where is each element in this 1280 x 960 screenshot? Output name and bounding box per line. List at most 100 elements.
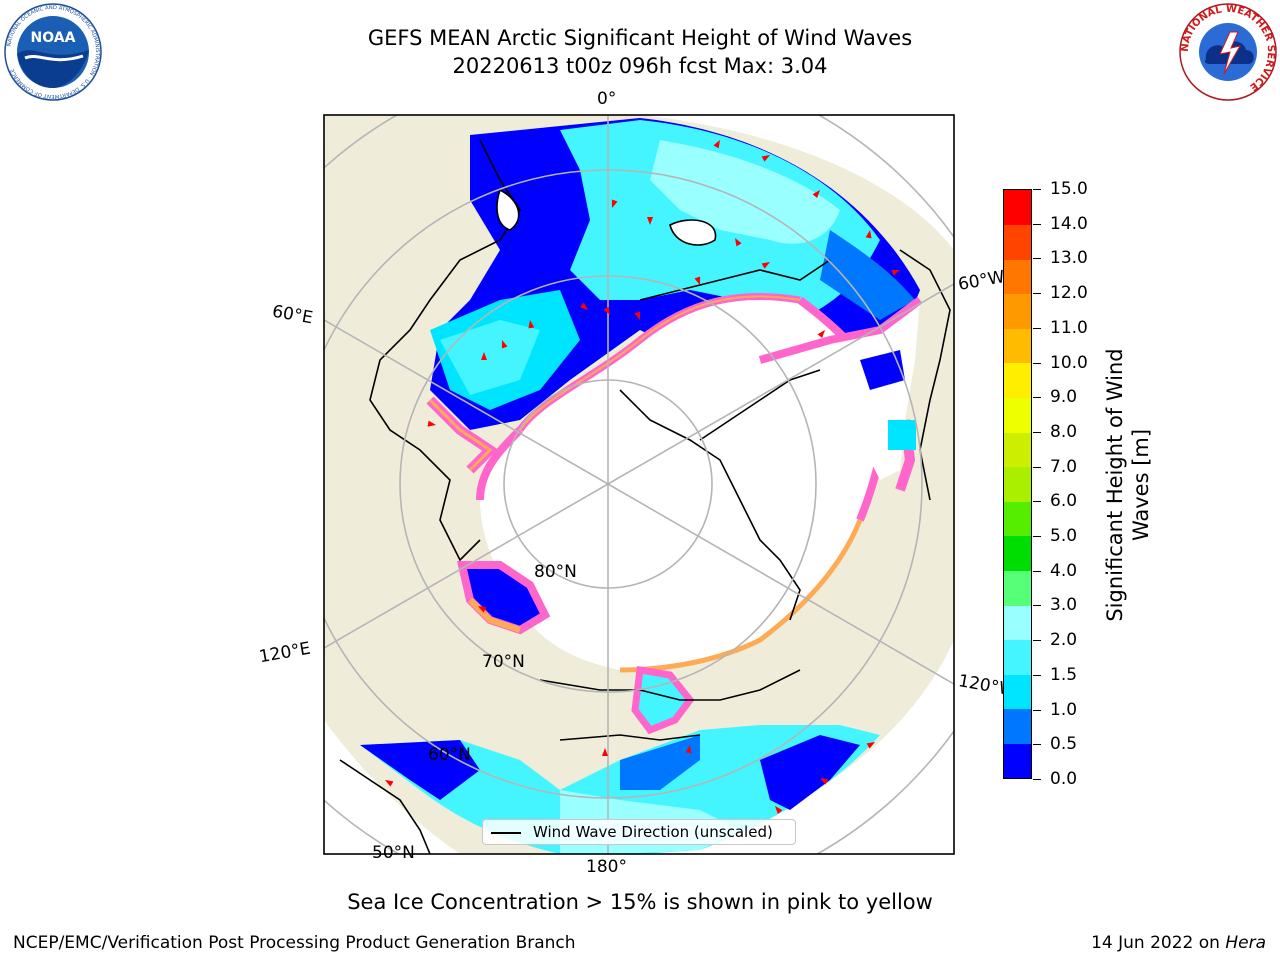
outside-domain [640, 640, 954, 854]
colorbar-tick [1033, 362, 1041, 364]
nws-logo: NATIONAL WEATHER SERVICE [1179, 3, 1277, 101]
colorbar-tick-label: 10.0 [1050, 352, 1088, 373]
outside-domain [324, 720, 460, 854]
graticule [324, 115, 954, 854]
wave-arrow [817, 330, 825, 339]
wave-arrow [602, 748, 608, 756]
colorbar-segment [1004, 362, 1031, 399]
colorbar-tick-label: 7.0 [1050, 456, 1078, 477]
svg-text:NOAA: NOAA [31, 30, 76, 46]
wave-arrow [761, 262, 770, 269]
colorbar-tick [1033, 501, 1041, 503]
colorbar-tick [1033, 431, 1041, 433]
colorbar-tick [1033, 744, 1041, 746]
colorbar-tick [1033, 327, 1041, 329]
colorbar-tick [1033, 466, 1041, 468]
colorbar-tick [1033, 779, 1041, 780]
colorbar-tick-label: 1.0 [1050, 699, 1078, 720]
colorbar-tick [1033, 674, 1041, 676]
wave-arrow [685, 745, 692, 754]
lat-label-70n: 70°N [482, 652, 525, 672]
wave-arrow [761, 155, 770, 162]
wave-arrow [647, 217, 653, 225]
colorbar-tick-label: 5.0 [1050, 526, 1078, 547]
colorbar-tick [1033, 640, 1041, 642]
colorbar [1003, 189, 1032, 779]
colorbar-tick-label: 3.0 [1050, 595, 1078, 616]
footer-credit: NCEP/EMC/Verification Post Processing Pr… [13, 933, 576, 953]
wave-arrow [694, 276, 701, 285]
wave-arrow [427, 420, 436, 427]
map-legend: Wind Wave Direction (unscaled) [482, 819, 796, 845]
footer-date-text: 14 Jun 2022 on [1091, 933, 1226, 953]
ice-note: Sea Ice Concentration > 15% is shown in … [347, 890, 933, 914]
colorbar-segment [1004, 190, 1031, 226]
wave-arrow [735, 238, 742, 247]
colorbar-segment [1004, 639, 1031, 675]
colorbar-tick-label: 14.0 [1050, 213, 1088, 234]
colorbar-segment [1004, 397, 1031, 433]
colorbar-tick-label: 1.5 [1050, 664, 1078, 685]
wave-arrow [611, 199, 618, 208]
colorbar-tick [1033, 258, 1041, 260]
wave-arrow [501, 340, 508, 349]
wave-arrow [528, 320, 535, 329]
colorbar-segment [1004, 674, 1031, 710]
noaa-logo: NOAA NATIONAL OCEANIC AND ATMOSPHERIC AD… [4, 3, 102, 101]
outside-domain [640, 115, 954, 250]
colorbar-tick [1033, 709, 1041, 711]
colorbar-tick [1033, 605, 1041, 607]
wave-arrow [775, 806, 783, 815]
colorbar-segment [1004, 293, 1031, 329]
colorbar-segment [1004, 708, 1031, 744]
lat-label-80n: 80°N [534, 562, 577, 582]
colorbar-segment [1004, 224, 1031, 260]
colorbar-segment [1004, 743, 1031, 779]
wave-arrow [385, 780, 394, 787]
lon-label-180: 180° [586, 857, 627, 877]
colorbar-label: Significant Height of Wind Waves [m] [1103, 348, 1153, 622]
chart-subtitle: 20220613 t00z 096h fcst Max: 3.04 [452, 54, 828, 78]
sea-ice [480, 296, 884, 670]
chart-title: GEFS MEAN Arctic Significant Height of W… [367, 26, 913, 50]
wave-arrow [865, 230, 872, 239]
map-frame [323, 114, 955, 855]
colorbar-tick [1033, 536, 1041, 538]
footer-host: Hera [1225, 933, 1266, 953]
lat-label-60n: 60°N [428, 745, 471, 765]
meridian-120w [607, 483, 954, 685]
colorbar-tick-label: 9.0 [1050, 387, 1078, 408]
meridian-60w [607, 283, 954, 485]
colorbar-tick-label: 12.0 [1050, 283, 1088, 304]
colorbar-tick [1033, 189, 1041, 190]
colorbar-tick-label: 0.5 [1050, 734, 1078, 755]
meridian-120e [324, 483, 609, 649]
colorbar-tick-label: 8.0 [1050, 421, 1078, 442]
colorbar-tick-label: 4.0 [1050, 560, 1078, 581]
colorbar-tick-label: 0.0 [1050, 769, 1078, 789]
wave-arrow [579, 302, 589, 310]
colorbar-segment [1004, 501, 1031, 537]
wave-arrow [891, 269, 900, 276]
wave-arrow [713, 140, 720, 149]
legend-line-swatch [491, 832, 521, 834]
wave-arrow [866, 742, 875, 749]
legend-label: Wind Wave Direction (unscaled) [533, 823, 773, 841]
colorbar-tick-label: 15.0 [1050, 179, 1088, 199]
wave-arrow [820, 778, 829, 785]
colorbar-segment [1004, 328, 1031, 364]
colorbar-tick-label: 2.0 [1050, 630, 1078, 651]
colorbar-segment [1004, 605, 1031, 641]
colorbar-segment [1004, 259, 1031, 295]
wave-arrow [812, 190, 820, 199]
colorbar-tick-label: 6.0 [1050, 491, 1078, 512]
colorbar-tick-label: 11.0 [1050, 317, 1088, 338]
colorbar-tick [1033, 397, 1041, 399]
colorbar-tick-label: 13.0 [1050, 248, 1088, 269]
meridian-60e [324, 319, 609, 485]
colorbar-segment [1004, 466, 1031, 502]
colorbar-tick [1033, 570, 1041, 572]
colorbar-segment [1004, 432, 1031, 468]
wave-direction-arrows [385, 140, 900, 815]
